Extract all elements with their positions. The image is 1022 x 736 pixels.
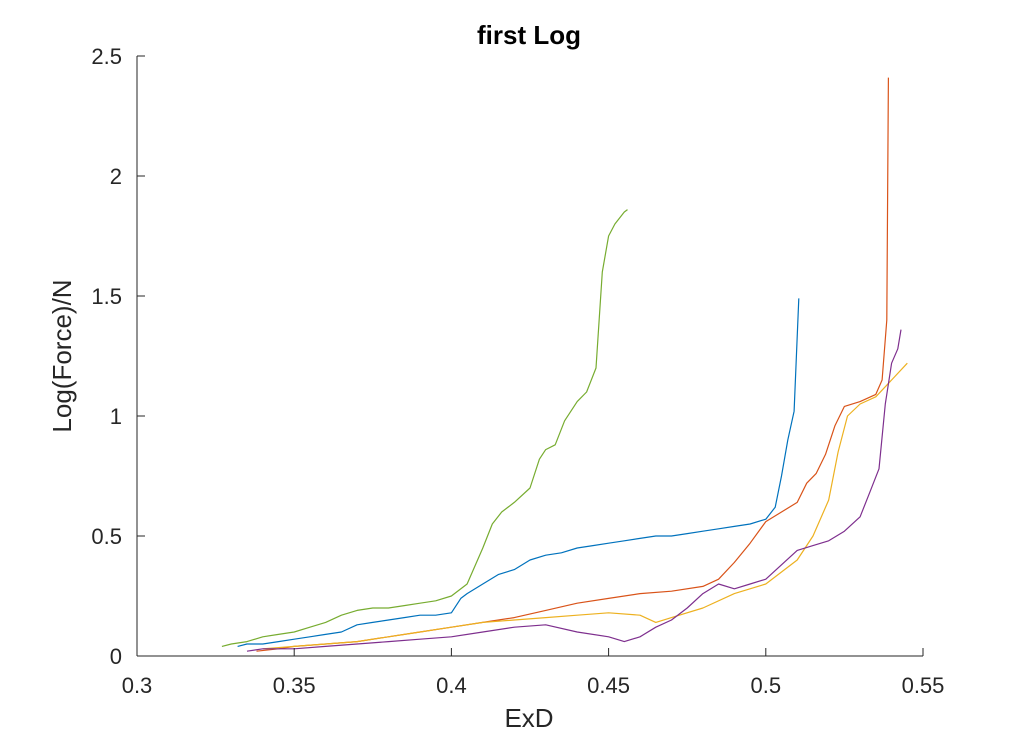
- y-tick-label: 2: [110, 164, 122, 189]
- y-tick-label: 0: [110, 644, 122, 669]
- x-axis-label: ExD: [504, 703, 553, 733]
- y-tick-label: 2.5: [91, 44, 122, 69]
- series-line-1: [237, 298, 800, 647]
- y-tick-label: 1.5: [91, 284, 122, 309]
- y-tick-label: 1: [110, 404, 122, 429]
- y-axis-label: Log(Force)/N: [47, 279, 77, 432]
- series-line-4: [246, 329, 902, 652]
- y-tick-label: 0.5: [91, 524, 122, 549]
- x-tick-label: 0.5: [751, 673, 782, 698]
- series-line-2: [256, 77, 890, 652]
- x-tick-label: 0.3: [122, 673, 153, 698]
- chart-title: first Log: [477, 20, 581, 50]
- series-line-3: [262, 362, 908, 650]
- series-line-5: [221, 209, 628, 647]
- x-tick-label: 0.45: [587, 673, 630, 698]
- x-tick-label: 0.55: [902, 673, 945, 698]
- x-tick-label: 0.4: [436, 673, 467, 698]
- x-tick-label: 0.35: [273, 673, 316, 698]
- series-lines: [221, 77, 908, 652]
- axes: 0.3 0.35 0.4 0.45 0.5 0.55 0 0.5 1 1.5 2 2.5: [91, 44, 944, 698]
